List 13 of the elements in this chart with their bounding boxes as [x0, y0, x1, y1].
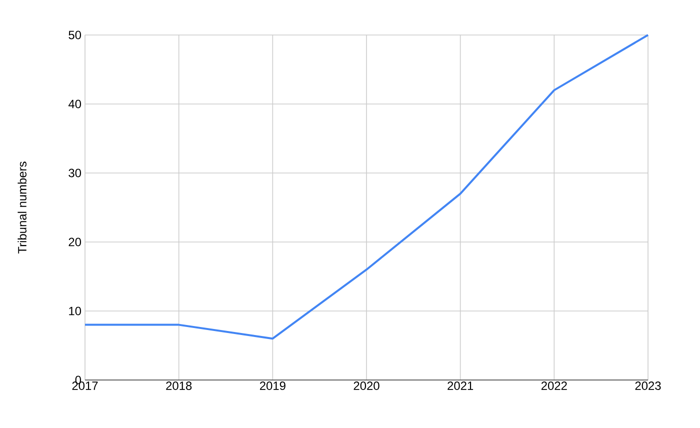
x-tick-label: 2018: [166, 382, 192, 390]
y-tick-label: 40: [68, 100, 82, 108]
y-tick-label: 30: [68, 168, 82, 178]
x-tick-label: 2020: [354, 382, 380, 390]
y-tick-label: 10: [69, 306, 82, 316]
x-tick-label: 2019: [260, 382, 286, 390]
x-tick-label: 2021: [448, 382, 474, 390]
x-tick-label: 2023: [635, 382, 661, 390]
y-tick-label: 20: [68, 238, 82, 246]
y-tick-label: 50: [68, 30, 82, 40]
line-series: [84, 34, 650, 340]
y-axis-title: Tribunal numbers: [18, 162, 26, 254]
x-tick-label: 2022: [541, 382, 567, 390]
